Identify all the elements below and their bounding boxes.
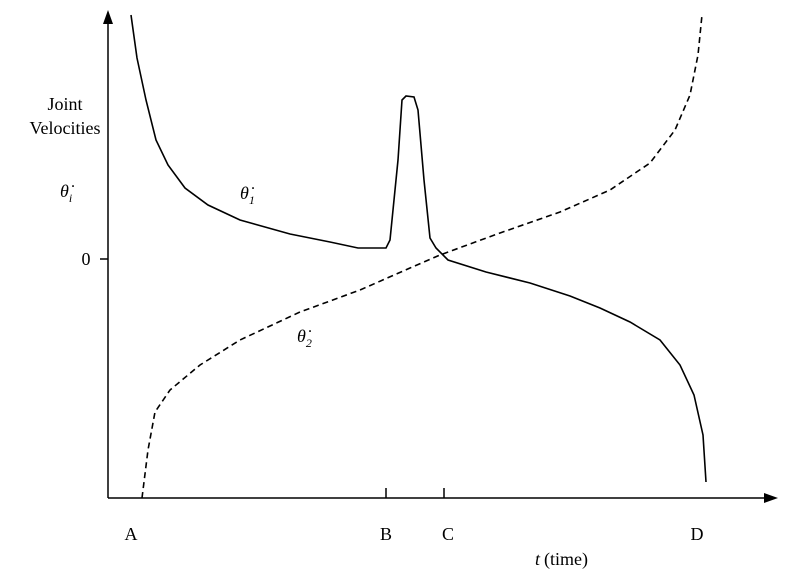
y-arrow (103, 10, 113, 24)
subscript: 1 (249, 193, 255, 207)
point-label: B (380, 524, 392, 544)
subscript: 2 (306, 336, 312, 350)
symbol: θ̇ (60, 181, 75, 201)
point-label: D (691, 524, 704, 544)
curve-theta2 (141, 14, 703, 499)
symbol-label: θ̇1 (240, 183, 255, 207)
point-label: C (442, 524, 454, 544)
axes (100, 20, 768, 499)
subscript: i (69, 191, 72, 205)
x-unit: (time) (544, 549, 588, 570)
zero-label: 0 (82, 249, 91, 269)
x-arrow (764, 493, 778, 503)
x-var: t (535, 549, 541, 569)
symbol-label: θ̇2 (297, 326, 312, 350)
y-label: Velocities (30, 118, 101, 138)
point-label: A (125, 524, 138, 544)
x-label: t (time) (535, 549, 588, 570)
y-label: Joint (47, 94, 82, 114)
curve-theta1 (130, 14, 707, 483)
symbol-label: θ̇i (60, 181, 75, 205)
